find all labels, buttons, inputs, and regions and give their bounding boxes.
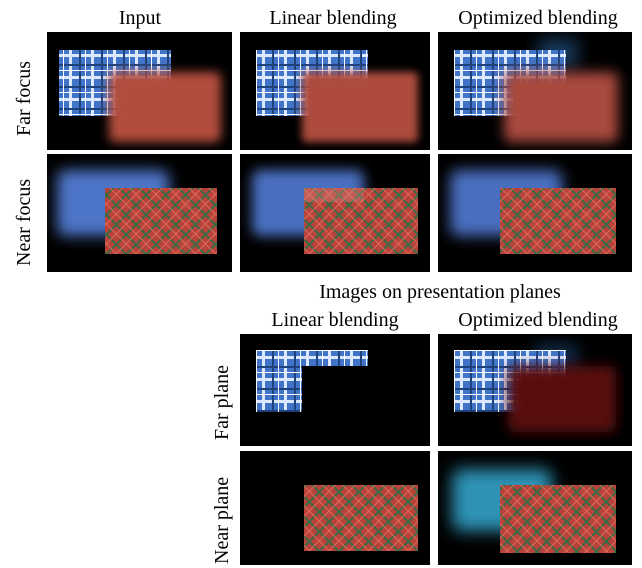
panel-optimized-near-focus (438, 154, 632, 272)
panel-linear-near-plane (240, 451, 430, 565)
row-label-far-plane: Far plane (211, 365, 233, 440)
bottom-title: Images on presentation planes (319, 281, 561, 303)
panel-optimized-far-plane (438, 334, 632, 446)
panel-optimized-far-focus (438, 32, 632, 150)
panel-optimized-near-plane (438, 451, 632, 565)
col-header-linear: Linear blending (269, 7, 397, 29)
panel-input-far-focus (47, 32, 232, 150)
col-header-optimized: Optimized blending (458, 7, 618, 29)
row-label-far-focus: Far focus (13, 61, 35, 136)
panel-linear-near-focus (240, 154, 430, 272)
bottom-col-header-linear: Linear blending (271, 309, 399, 331)
panel-linear-far-plane (240, 334, 430, 446)
bottom-col-header-optimized: Optimized blending (458, 309, 618, 331)
panel-input-near-focus (47, 154, 232, 272)
row-label-near-focus: Near focus (13, 178, 35, 266)
col-header-input: Input (118, 7, 162, 29)
row-label-near-plane: Near plane (211, 476, 233, 564)
panel-linear-far-focus (240, 32, 430, 150)
